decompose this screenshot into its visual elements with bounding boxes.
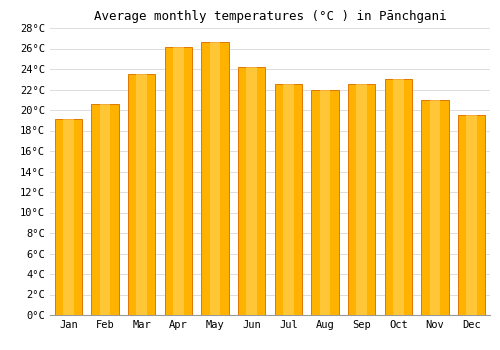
Bar (466, 115, 477, 315)
Bar (63, 119, 74, 315)
Bar (136, 74, 147, 315)
Bar (356, 84, 367, 315)
Bar (283, 84, 294, 315)
Title: Average monthly temperatures (°C ) in Pānchgani: Average monthly temperatures (°C ) in Pā… (94, 10, 447, 23)
Bar (91, 104, 119, 315)
Bar (421, 100, 448, 315)
Bar (320, 90, 330, 315)
Bar (246, 67, 257, 315)
Bar (311, 90, 339, 315)
Bar (164, 48, 192, 315)
Bar (173, 48, 184, 315)
Bar (274, 84, 302, 315)
Bar (210, 42, 220, 315)
Bar (201, 42, 229, 315)
Bar (238, 67, 266, 315)
Bar (384, 79, 412, 315)
Bar (393, 79, 404, 315)
Bar (458, 115, 485, 315)
Bar (54, 119, 82, 315)
Bar (128, 74, 156, 315)
Bar (348, 84, 376, 315)
Bar (100, 104, 110, 315)
Bar (430, 100, 440, 315)
